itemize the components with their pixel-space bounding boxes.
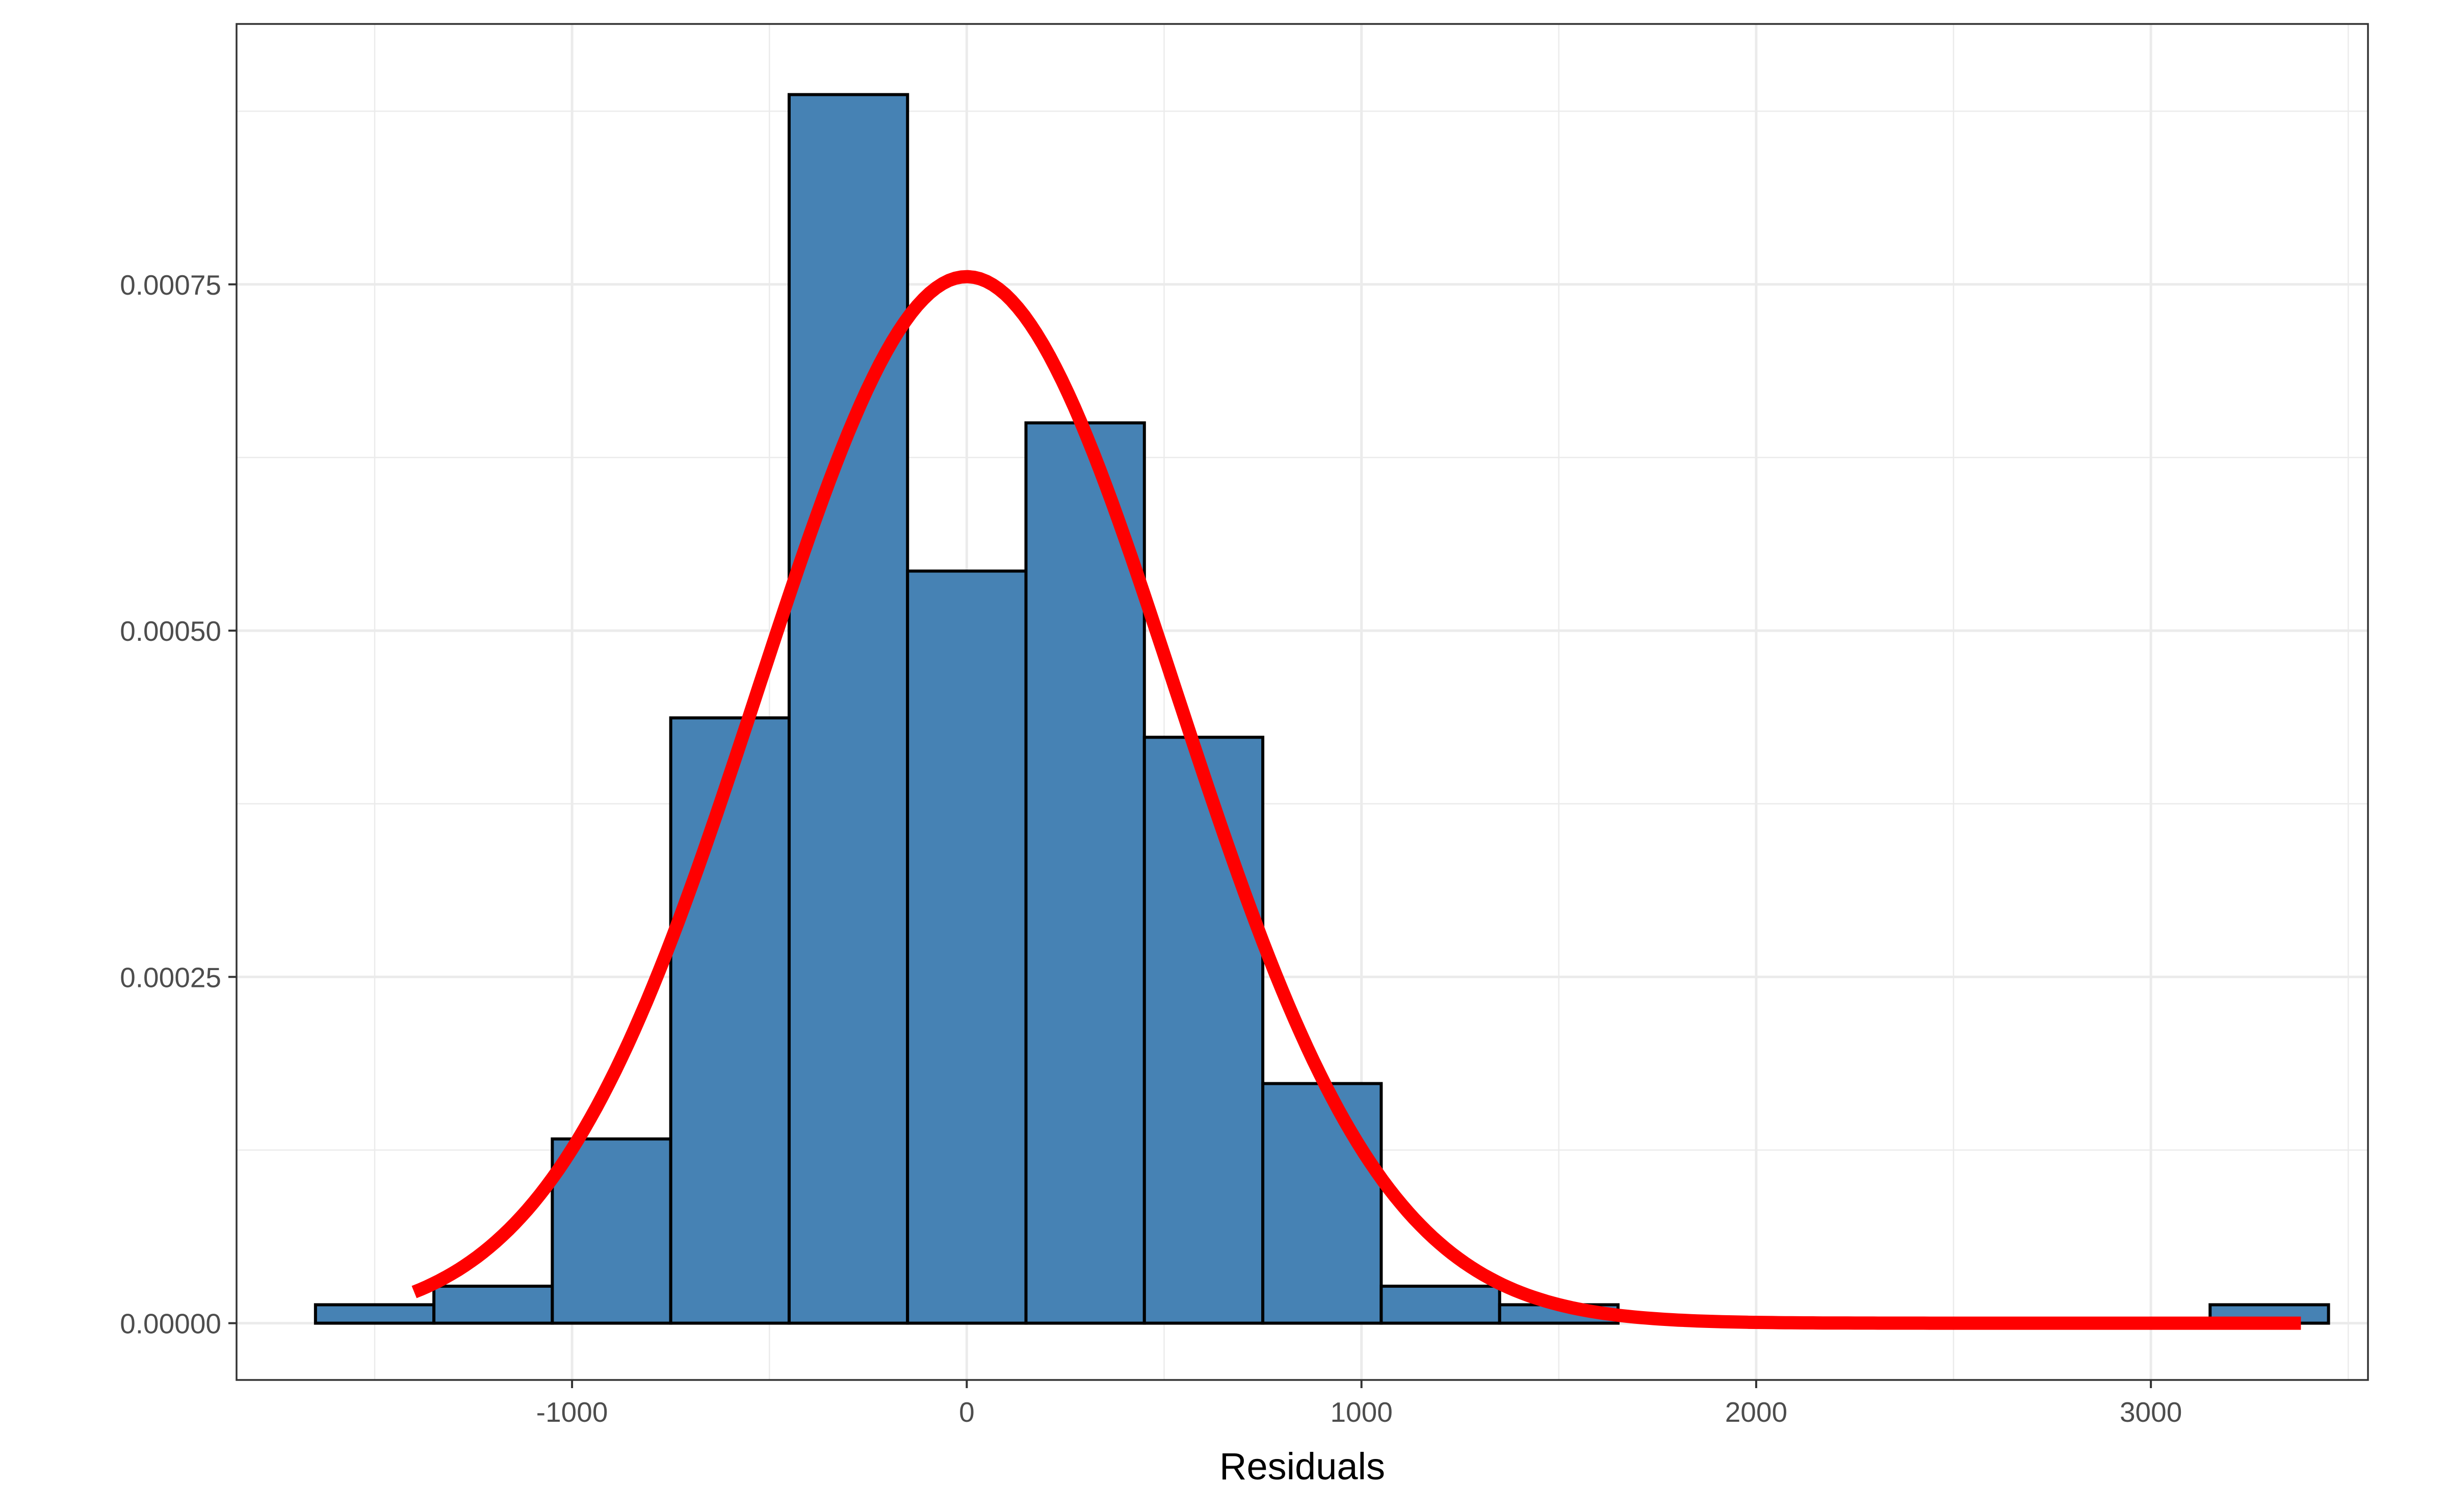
x-tick-label: 3000 (2120, 1396, 2182, 1428)
x-tick-label: -1000 (536, 1396, 608, 1428)
panel-border (236, 23, 2369, 1381)
y-tick-label: 0.00000 (120, 1308, 221, 1340)
y-tick-label: 0.00025 (120, 961, 221, 993)
y-tick-label: 0.00050 (120, 615, 221, 647)
minor-gridlines (237, 24, 2368, 1380)
density-curve-layer (411, 270, 2301, 1330)
histogram-bar (1379, 1285, 1501, 1325)
histogram-bar (551, 1137, 672, 1325)
x-axis-ticks: -1000 0 1000 2000 3000 (536, 1380, 2182, 1428)
x-tick-label: 2000 (1725, 1396, 1787, 1428)
histogram-bars (314, 93, 2330, 1325)
histogram-bar (906, 569, 1028, 1325)
histogram-bar (432, 1285, 554, 1325)
histogram-bar (787, 93, 909, 1325)
x-tick-label: 1000 (1330, 1396, 1392, 1428)
x-axis-title: Residuals (1219, 1445, 1385, 1488)
histogram-bar (669, 716, 791, 1325)
histogram-bar (314, 1303, 436, 1325)
histogram-bar (1142, 736, 1265, 1325)
y-tick-label: 0.00075 (120, 269, 221, 301)
density-curve (411, 270, 2301, 1330)
histogram-bar (1024, 421, 1146, 1325)
histogram-bar (1261, 1082, 1383, 1325)
x-tick-label: 0 (959, 1396, 975, 1428)
y-axis-ticks: 0.00000 0.00025 0.00050 0.00075 (120, 269, 237, 1340)
